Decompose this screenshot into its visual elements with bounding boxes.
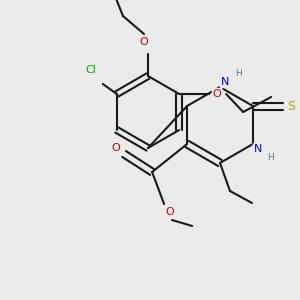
Text: O: O: [140, 37, 148, 47]
Text: Cl: Cl: [85, 65, 96, 75]
Text: O: O: [213, 89, 222, 99]
Text: H: H: [235, 68, 242, 77]
Text: S: S: [287, 100, 295, 112]
Text: H: H: [268, 154, 274, 163]
Text: N: N: [254, 144, 262, 154]
Text: O: O: [166, 207, 175, 217]
Text: N: N: [221, 77, 229, 87]
Text: O: O: [112, 143, 121, 153]
